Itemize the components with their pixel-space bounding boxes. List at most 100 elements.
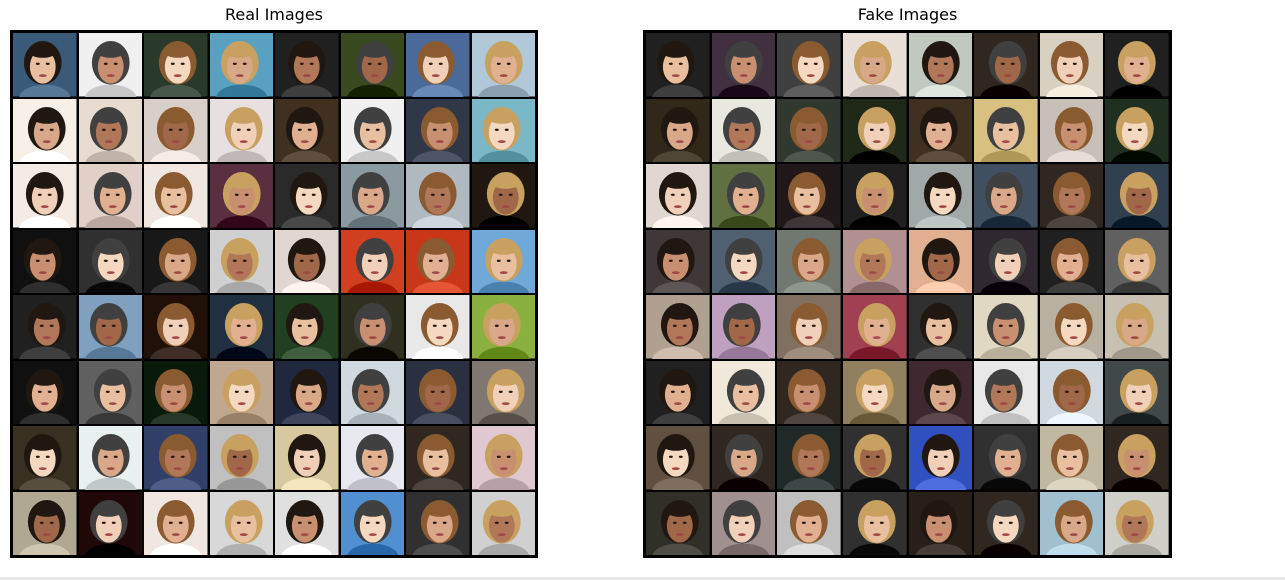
fake-image-thumbnail (842, 360, 907, 424)
real-image-thumbnail (13, 295, 77, 359)
real-image-thumbnail (340, 164, 404, 228)
fake-image-thumbnail (646, 229, 710, 293)
fake-image-thumbnail (711, 360, 776, 424)
fake-image-thumbnail (1039, 33, 1104, 97)
fake-image-thumbnail (908, 426, 973, 490)
fake-image-thumbnail (646, 33, 710, 97)
fake-image-thumbnail (974, 33, 1038, 97)
real-image-thumbnail (471, 360, 535, 424)
fake-image-thumbnail (711, 491, 776, 555)
fake-image-thumbnail (711, 33, 776, 97)
real-images-grid (10, 30, 538, 558)
real-image-thumbnail (78, 426, 142, 490)
real-image-thumbnail (209, 229, 273, 293)
fake-image-thumbnail (842, 491, 907, 555)
real-image-thumbnail (406, 426, 470, 490)
real-image-thumbnail (275, 98, 339, 162)
real-image-thumbnail (471, 98, 535, 162)
fake-image-thumbnail (1039, 98, 1104, 162)
fake-image-thumbnail (974, 491, 1038, 555)
real-image-thumbnail (144, 295, 208, 359)
fake-image-thumbnail (974, 229, 1038, 293)
real-image-thumbnail (340, 360, 404, 424)
real-image-thumbnail (209, 33, 273, 97)
real-image-thumbnail (275, 295, 339, 359)
real-image-thumbnail (275, 33, 339, 97)
fake-images-title: Fake Images (857, 5, 958, 24)
real-image-thumbnail (275, 229, 339, 293)
real-image-thumbnail (340, 491, 404, 555)
real-image-thumbnail (209, 98, 273, 162)
real-image-thumbnail (340, 229, 404, 293)
fake-image-thumbnail (974, 98, 1038, 162)
fake-image-thumbnail (974, 360, 1038, 424)
real-image-thumbnail (471, 426, 535, 490)
fake-image-thumbnail (777, 33, 841, 97)
real-image-thumbnail (406, 98, 470, 162)
fake-image-thumbnail (974, 426, 1038, 490)
real-image-thumbnail (471, 164, 535, 228)
fake-image-thumbnail (711, 98, 776, 162)
fake-image-thumbnail (777, 164, 841, 228)
real-image-thumbnail (78, 164, 142, 228)
fake-image-thumbnail (646, 426, 710, 490)
real-image-thumbnail (209, 295, 273, 359)
window-bottom-edge (0, 577, 1285, 580)
fake-image-thumbnail (842, 164, 907, 228)
real-image-thumbnail (406, 295, 470, 359)
fake-image-thumbnail (908, 295, 973, 359)
real-image-thumbnail (144, 360, 208, 424)
fake-image-thumbnail (842, 98, 907, 162)
fake-image-thumbnail (1105, 164, 1169, 228)
real-image-thumbnail (13, 98, 77, 162)
fake-image-thumbnail (1039, 229, 1104, 293)
fake-image-thumbnail (842, 33, 907, 97)
fake-image-thumbnail (777, 295, 841, 359)
fake-image-thumbnail (646, 98, 710, 162)
real-image-thumbnail (340, 426, 404, 490)
fake-image-thumbnail (908, 98, 973, 162)
fake-image-thumbnail (908, 33, 973, 97)
real-images-title: Real Images (224, 5, 324, 24)
real-image-thumbnail (78, 491, 142, 555)
real-image-thumbnail (471, 491, 535, 555)
real-image-thumbnail (144, 229, 208, 293)
real-image-thumbnail (406, 164, 470, 228)
fake-image-thumbnail (646, 491, 710, 555)
real-image-thumbnail (144, 33, 208, 97)
real-image-thumbnail (78, 360, 142, 424)
fake-image-thumbnail (908, 229, 973, 293)
real-image-thumbnail (406, 491, 470, 555)
fake-image-thumbnail (646, 164, 710, 228)
fake-image-thumbnail (1105, 98, 1169, 162)
fake-image-thumbnail (777, 360, 841, 424)
fake-image-thumbnail (711, 426, 776, 490)
real-image-thumbnail (471, 229, 535, 293)
real-image-thumbnail (275, 164, 339, 228)
real-image-thumbnail (144, 164, 208, 228)
fake-image-thumbnail (1105, 229, 1169, 293)
fake-image-thumbnail (1105, 491, 1169, 555)
fake-image-thumbnail (777, 229, 841, 293)
real-image-thumbnail (13, 360, 77, 424)
fake-image-thumbnail (974, 295, 1038, 359)
real-image-thumbnail (209, 360, 273, 424)
fake-image-thumbnail (908, 164, 973, 228)
real-image-thumbnail (340, 98, 404, 162)
real-image-thumbnail (471, 33, 535, 97)
fake-image-thumbnail (842, 229, 907, 293)
fake-image-thumbnail (646, 360, 710, 424)
real-image-thumbnail (340, 33, 404, 97)
real-image-thumbnail (406, 33, 470, 97)
real-image-thumbnail (209, 164, 273, 228)
real-image-thumbnail (275, 360, 339, 424)
real-image-thumbnail (144, 98, 208, 162)
fake-image-thumbnail (646, 295, 710, 359)
real-image-thumbnail (78, 33, 142, 97)
fake-image-thumbnail (777, 426, 841, 490)
fake-images-grid (643, 30, 1172, 558)
real-image-thumbnail (78, 229, 142, 293)
real-image-thumbnail (13, 229, 77, 293)
fake-image-thumbnail (711, 295, 776, 359)
